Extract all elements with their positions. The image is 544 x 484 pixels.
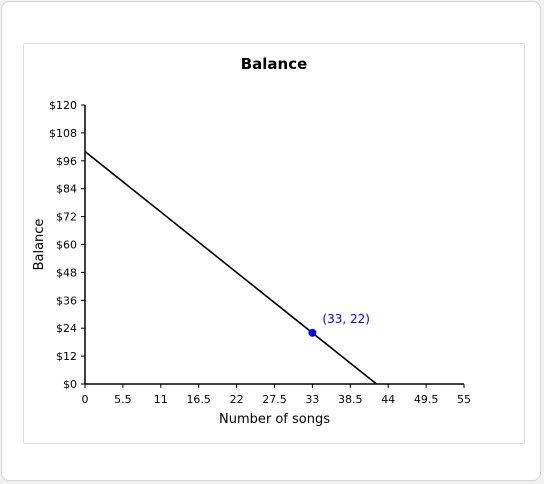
x-tick-label: 44	[381, 393, 395, 406]
x-tick-label: 22	[230, 393, 244, 406]
y-tick-label: $48	[56, 266, 77, 279]
series-line	[84, 150, 377, 385]
y-tick-label: $12	[56, 350, 77, 363]
x-tick-label: 5.5	[114, 393, 131, 406]
y-axis-label: Balance	[32, 219, 47, 271]
y-axis-ticks: $0 $12 $24 $36 $48 $60 $72 $84 $96 $108 $120	[49, 99, 85, 391]
x-axis-label: Number of songs	[219, 412, 330, 427]
y-tick-label: $120	[49, 99, 77, 112]
x-tick-label: 16.5	[186, 393, 211, 406]
x-tick-label: 38.5	[338, 393, 363, 406]
highlight-point[interactable]	[308, 328, 317, 337]
x-tick-label: 27.5	[262, 393, 287, 406]
chart-title: Balance	[241, 55, 308, 73]
y-tick-label: $84	[56, 183, 77, 196]
highlight-point-label: (33, 22)	[322, 312, 370, 326]
x-tick-label: 0	[82, 393, 89, 406]
x-axis-ticks: 0 5.5 11 16.5 22 27.5 33 38.5 44 49.5 55	[82, 384, 471, 406]
x-tick-label: 55	[457, 393, 471, 406]
y-tick-label: $108	[49, 127, 77, 140]
y-tick-label: $0	[63, 378, 77, 391]
y-tick-label: $60	[56, 239, 77, 252]
y-tick-label: $96	[56, 155, 77, 168]
y-tick-label: $24	[56, 322, 77, 335]
x-tick-label: 49.5	[414, 393, 439, 406]
x-tick-label: 11	[154, 393, 168, 406]
balance-chart: Balance $0 $12 $24 $36 $48 $60 $72 $84 $96 $108 $1…	[32, 55, 471, 427]
chart-card: Balance $0 $12 $24 $36 $48 $60 $72 $84 $96 $108 $1…	[23, 43, 525, 444]
series-group	[84, 150, 377, 385]
x-tick-label: 33	[305, 393, 319, 406]
y-tick-label: $72	[56, 211, 77, 224]
y-tick-label: $36	[56, 294, 77, 307]
